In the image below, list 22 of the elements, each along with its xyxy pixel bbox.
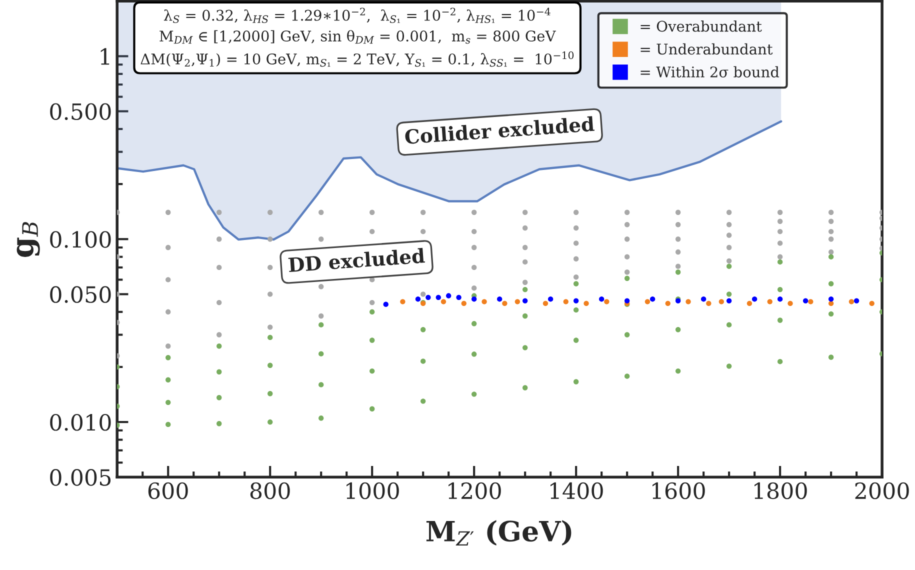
y-tick-label: 1 bbox=[100, 48, 110, 65]
legend-label: = Within 2σ bound bbox=[640, 66, 780, 78]
x-tick-label: 1200 bbox=[448, 482, 501, 500]
text: λ$_{S}$ = 0.32, λ$_{HS}$ = 1.29∗10$^{−2}$, λ$_{S₁}$ = 10$^{−2}$, λ$_{HS₁}$ = 10$^{−4}$ M$_{DM}$ ∈ [1,2000] GeV, sin θ$_{DM}$ = 0.001, m$_{s}$ = 800 GeV ΔM(Ψ$_{2}$,Ψ$_{1}$) = 10 GeV, m$_{S₁}$ = 2 TeV, Y$_{S₁}$ = 0.1, λ$_{SS₁}$ = 10$^{−10}$ bbox=[140, 8, 574, 67]
legend-label: = Overabundant bbox=[640, 20, 762, 32]
x-tick-label: 1800 bbox=[754, 482, 807, 500]
y-tick-label: 0.005 bbox=[50, 469, 111, 486]
y-tick-label: 0.050 bbox=[50, 286, 111, 303]
annotation: Collider excluded bbox=[404, 116, 595, 144]
x-tick-label: 1600 bbox=[652, 482, 705, 500]
x-tick-label: 800 bbox=[250, 482, 290, 500]
y-axis-title: g$_{B}$ bbox=[16, 222, 40, 257]
x-tick-label: 2000 bbox=[855, 482, 909, 500]
y-tick-label: 0.010 bbox=[50, 414, 111, 431]
x-axis-title: M$_{Z′}$ (GeV) bbox=[426, 520, 572, 546]
annotation: DD excluded bbox=[288, 248, 426, 272]
legend-label: = Underabundant bbox=[640, 43, 773, 55]
y-tick-label: 0.100 bbox=[50, 231, 111, 248]
x-tick-label: 1400 bbox=[550, 482, 603, 500]
y-tick-label: 0.500 bbox=[50, 103, 111, 120]
x-tick-label: 1000 bbox=[346, 482, 399, 500]
x-tick-label: 600 bbox=[148, 482, 188, 500]
